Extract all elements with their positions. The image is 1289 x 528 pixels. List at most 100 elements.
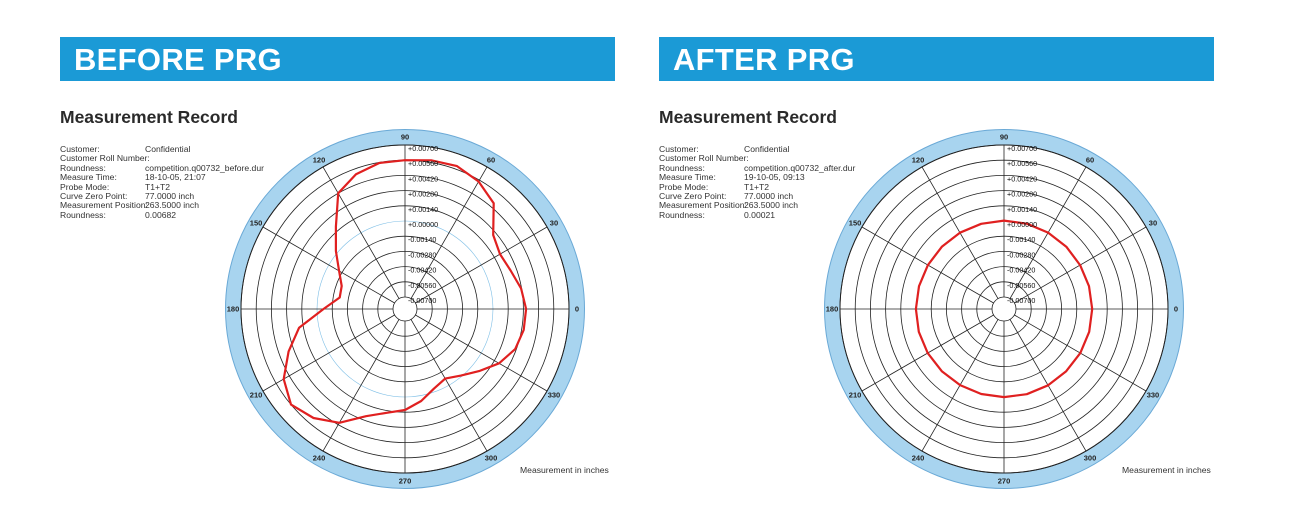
record-title: Measurement Record bbox=[60, 107, 238, 127]
radial-tick-label: +0.00140 bbox=[1007, 205, 1037, 214]
info-row: Curve Zero Point: 77.0000 inch bbox=[659, 190, 855, 201]
angular-tick-label: 150 bbox=[849, 219, 862, 228]
after-panel: AFTER PRG Measurement Record Customer: Co… bbox=[659, 37, 1214, 517]
info-label: Curve Zero Point: bbox=[60, 190, 128, 201]
radial-tick-label: +0.00280 bbox=[408, 190, 438, 199]
info-label: Probe Mode: bbox=[60, 181, 110, 192]
angular-tick-label: 300 bbox=[485, 454, 498, 463]
info-row: Customer Roll Number: bbox=[659, 153, 855, 164]
angular-grid-line bbox=[415, 226, 548, 304]
info-value: 263.5000 inch bbox=[744, 200, 798, 211]
angular-tick-label: 90 bbox=[401, 133, 409, 142]
angular-tick-label: 240 bbox=[912, 454, 925, 463]
radial-tick-label: -0.00560 bbox=[408, 281, 436, 290]
info-row: Probe Mode: T1+T2 bbox=[60, 181, 264, 192]
radial-tick-label: -0.00700 bbox=[408, 296, 436, 305]
polar-chart-after: 0 30 60 90 120 150 180 210 240 270 300 330 +0.00700 +… bbox=[824, 129, 1184, 489]
radial-tick-label: +0.00560 bbox=[408, 159, 438, 168]
angular-tick-label: 0 bbox=[575, 305, 579, 314]
info-row: Customer: Confidential bbox=[659, 144, 855, 154]
info-label: Roundness: bbox=[659, 209, 705, 220]
measurement-info: Customer: Confidential Customer Roll Numb… bbox=[659, 144, 856, 220]
info-label: Roundness: bbox=[659, 162, 705, 173]
info-value: 0.00021 bbox=[744, 209, 776, 220]
radial-tick-label: +0.00420 bbox=[408, 174, 438, 183]
angular-grid-line bbox=[322, 166, 400, 299]
info-row: Roundness: competition.q00732_after.dur bbox=[659, 162, 856, 173]
unit-note: Measurement in inches bbox=[520, 465, 609, 475]
info-value: competition.q00732_after.dur bbox=[744, 162, 856, 173]
angular-tick-label: 330 bbox=[1147, 391, 1160, 400]
info-value: T1+T2 bbox=[744, 181, 770, 192]
measurement-info: Customer: Confidential Customer Roll Numb… bbox=[60, 144, 264, 220]
radial-tick-label: -0.00420 bbox=[408, 266, 436, 275]
info-label: Measurement Position: bbox=[60, 200, 148, 211]
panel-heading: BEFORE PRG bbox=[60, 37, 615, 81]
unit-note: Measurement in inches bbox=[1122, 465, 1211, 475]
radial-tick-label: +0.00560 bbox=[1007, 159, 1037, 168]
info-row: Roundness: 0.00021 bbox=[659, 209, 855, 220]
info-label: Curve Zero Point: bbox=[659, 190, 727, 201]
angular-tick-label: 270 bbox=[998, 477, 1011, 486]
angular-tick-label: 210 bbox=[849, 391, 862, 400]
roundness-trace bbox=[282, 159, 528, 424]
radial-tick-label: -0.00560 bbox=[1007, 281, 1035, 290]
info-label: Customer: bbox=[60, 144, 100, 154]
angular-tick-label: 30 bbox=[550, 219, 558, 228]
info-label: Customer Roll Number: bbox=[659, 153, 749, 164]
info-row: Measure Time: 19-10-05, 09:13 bbox=[659, 172, 855, 183]
info-row: Measurement Position:263.5000 inch bbox=[659, 200, 855, 211]
radial-tick-label: +0.00000 bbox=[1007, 220, 1037, 229]
info-value: 19-10-05, 09:13 bbox=[744, 172, 805, 183]
angular-grid-line bbox=[415, 314, 548, 392]
info-value: Confidential bbox=[145, 144, 191, 154]
info-row: Curve Zero Point: 77.0000 inch bbox=[60, 190, 264, 201]
info-label: Measure Time: bbox=[60, 172, 117, 183]
angular-tick-label: 210 bbox=[250, 391, 263, 400]
info-label: Customer Roll Number: bbox=[60, 153, 150, 164]
angular-grid-line bbox=[322, 319, 400, 452]
angular-tick-label: 120 bbox=[912, 156, 925, 165]
info-value: competition.q00732_before.dur bbox=[145, 162, 264, 173]
info-row: Customer Roll Number: bbox=[60, 153, 264, 164]
angular-tick-label: 330 bbox=[548, 391, 561, 400]
info-label: Probe Mode: bbox=[659, 181, 709, 192]
roundness-trace bbox=[914, 219, 1094, 399]
radial-tick-label: +0.00700 bbox=[408, 144, 438, 153]
info-row: Measurement Position:263.5000 inch bbox=[60, 200, 264, 211]
radial-tick-label: -0.00280 bbox=[408, 250, 436, 259]
radial-tick-label: -0.00280 bbox=[1007, 250, 1035, 259]
info-label: Roundness: bbox=[60, 209, 106, 220]
info-value: 77.0000 inch bbox=[145, 190, 195, 201]
info-row: Measure Time: 18-10-05, 21:07 bbox=[60, 172, 264, 183]
angular-tick-label: 90 bbox=[1000, 133, 1008, 142]
info-value: 18-10-05, 21:07 bbox=[145, 172, 206, 183]
info-value: 0.00682 bbox=[145, 209, 177, 220]
angular-tick-label: 60 bbox=[1086, 156, 1094, 165]
radial-tick-label: -0.00140 bbox=[408, 235, 436, 244]
radial-tick-label: +0.00700 bbox=[1007, 144, 1037, 153]
record-title: Measurement Record bbox=[659, 107, 837, 127]
panel-heading: AFTER PRG bbox=[659, 37, 1214, 81]
radial-tick-label: +0.00000 bbox=[408, 220, 438, 229]
angular-tick-label: 120 bbox=[313, 156, 326, 165]
info-value: 77.0000 inch bbox=[744, 190, 794, 201]
angular-tick-label: 300 bbox=[1084, 454, 1097, 463]
info-label: Measure Time: bbox=[659, 172, 716, 183]
angular-grid-line bbox=[410, 166, 488, 299]
info-value: 263.5000 inch bbox=[145, 200, 199, 211]
radial-tick-label: -0.00700 bbox=[1007, 296, 1035, 305]
info-label: Measurement Position: bbox=[659, 200, 747, 211]
angular-tick-label: 180 bbox=[826, 305, 839, 314]
angular-grid-line bbox=[410, 319, 488, 452]
before-panel: BEFORE PRG Measurement Record Customer: C… bbox=[60, 37, 615, 517]
radial-tick-label: +0.00420 bbox=[1007, 174, 1037, 183]
polar-chart-before: 0 30 60 90 120 150 180 210 240 270 300 330 +0.00700 +… bbox=[225, 129, 585, 489]
info-row: Probe Mode: T1+T2 bbox=[659, 181, 855, 192]
angular-tick-label: 30 bbox=[1149, 219, 1157, 228]
info-value: T1+T2 bbox=[145, 181, 171, 192]
angular-grid-line bbox=[262, 226, 395, 304]
radial-tick-label: +0.00140 bbox=[408, 205, 438, 214]
info-label: Roundness: bbox=[60, 162, 106, 173]
info-row: Customer: Confidential bbox=[60, 144, 264, 154]
